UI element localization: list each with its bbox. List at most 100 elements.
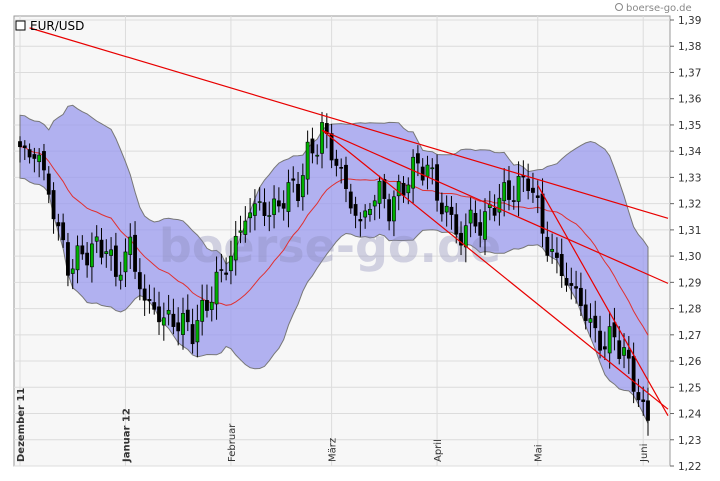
candle [185, 294, 190, 332]
candle [248, 198, 253, 233]
candle [468, 197, 473, 238]
x-month-label: Juni [639, 444, 650, 463]
candle [133, 221, 137, 280]
candle [142, 274, 147, 316]
candle-body [80, 245, 85, 255]
candle-body [454, 214, 459, 235]
candle [161, 302, 166, 341]
candle [339, 158, 344, 184]
candle-body [123, 251, 128, 273]
candle-body [152, 302, 157, 310]
candle [559, 238, 564, 288]
candle-body [18, 141, 22, 148]
candle [334, 149, 339, 177]
candle-body [468, 209, 473, 224]
candle [612, 307, 617, 351]
candle-body [387, 199, 392, 222]
candle [305, 130, 310, 195]
candle [99, 228, 104, 265]
candle [588, 303, 593, 338]
y-tick-label: 1,31 [678, 225, 701, 237]
candle [46, 166, 51, 204]
candle [315, 144, 320, 165]
y-tick-label: 1,35 [678, 120, 701, 132]
candle [516, 161, 521, 217]
candle-body [118, 274, 123, 281]
candle-body [22, 145, 27, 149]
x-month-label: Dezember 11 [16, 388, 27, 462]
candle-body [411, 156, 415, 189]
candle [526, 163, 531, 200]
candle-body [56, 222, 61, 227]
candle [166, 294, 171, 326]
candle [176, 307, 181, 346]
candle [128, 223, 133, 269]
candle [56, 213, 61, 241]
candle [75, 235, 80, 284]
candle [569, 267, 574, 300]
candle-body [253, 203, 257, 216]
candle [382, 173, 387, 209]
candle [555, 237, 559, 274]
candle-body [368, 208, 372, 215]
candle-body [459, 232, 463, 246]
legend: EUR/USD [15, 19, 84, 33]
candle-body [75, 245, 80, 271]
candle-body [396, 181, 401, 197]
logo-watermark: boerse-go.de [159, 219, 501, 273]
candle [415, 145, 420, 177]
candle [387, 193, 392, 231]
candle-body [113, 245, 118, 277]
candle [113, 232, 118, 287]
candle-body [392, 196, 396, 222]
candle-body [42, 151, 46, 171]
candle [123, 238, 128, 288]
candle [104, 239, 109, 268]
candle [353, 196, 358, 229]
candle-body [617, 340, 622, 359]
candle-body [569, 283, 574, 286]
candle-body [99, 239, 104, 258]
candle-body [344, 164, 348, 189]
candle-body [27, 149, 32, 158]
candle-body [37, 154, 42, 163]
site-watermark-text: boerse-go.de [626, 3, 692, 14]
candle-body [478, 222, 483, 236]
candle-body [531, 187, 535, 193]
candle [233, 220, 238, 276]
candle [300, 163, 305, 211]
candle-body [535, 195, 540, 198]
candle [439, 192, 444, 222]
candle-body [646, 400, 650, 421]
candle [137, 258, 142, 301]
candle-body [238, 230, 243, 233]
candle-body [181, 313, 185, 335]
candle [459, 221, 463, 256]
candle-body [502, 182, 507, 202]
candle [550, 233, 555, 264]
candle-body [607, 326, 612, 354]
candle-body [315, 154, 320, 157]
legend-label: EUR/USD [30, 19, 84, 33]
candle [430, 158, 435, 185]
candle [344, 156, 348, 203]
y-tick-label: 1,32 [678, 199, 701, 211]
candle-body [372, 200, 377, 207]
candle-body [94, 236, 99, 242]
candle [449, 196, 454, 230]
candle [377, 175, 382, 219]
candle-body [358, 219, 363, 222]
candle [545, 221, 550, 262]
candle [257, 187, 262, 211]
candle-body [377, 180, 382, 204]
y-tick-label: 1,24 [678, 409, 702, 421]
candle [473, 200, 478, 234]
candle [296, 172, 300, 208]
candle [578, 272, 583, 316]
candle [229, 240, 233, 285]
y-tick-label: 1,37 [678, 67, 701, 79]
candle [363, 204, 368, 229]
candle-body [507, 180, 511, 200]
candle [646, 387, 650, 436]
